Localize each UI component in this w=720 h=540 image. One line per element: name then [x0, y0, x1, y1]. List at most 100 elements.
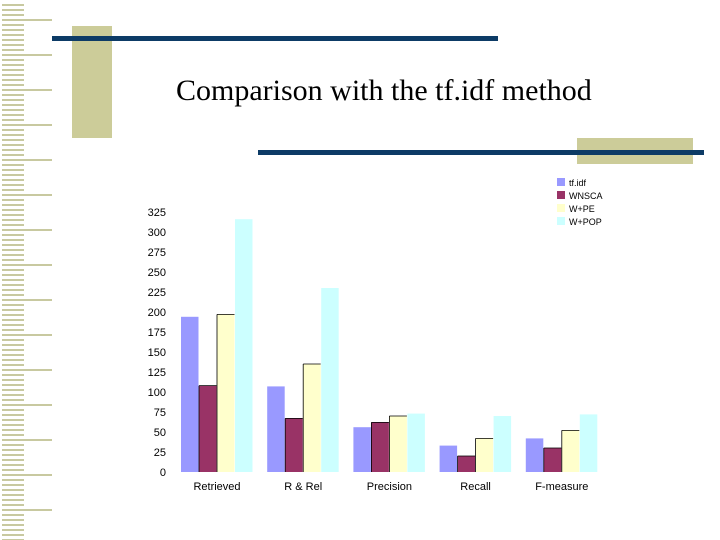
border-stripe: [2, 174, 24, 176]
border-stripe: [2, 444, 24, 446]
border-stripe: [2, 79, 24, 81]
bar: [579, 414, 598, 472]
border-stripe: [2, 429, 24, 431]
border-stripe: [2, 74, 24, 76]
border-stripe: [2, 414, 24, 416]
border-stripe: [2, 469, 24, 471]
border-stripe: [2, 354, 24, 356]
border-stripe: [2, 389, 24, 391]
border-stripe: [2, 214, 24, 216]
border-stripe: [2, 194, 52, 196]
border-stripe: [2, 269, 24, 271]
y-tick-label: 250: [148, 267, 166, 279]
border-stripe: [2, 329, 24, 331]
border-stripe: [2, 119, 24, 121]
border-stripe: [2, 474, 52, 476]
border-stripe: [2, 359, 24, 361]
border-stripe: [2, 324, 24, 326]
bar: [525, 438, 544, 472]
border-stripe: [2, 499, 24, 501]
border-stripe: [2, 364, 24, 366]
border-stripe: [2, 199, 24, 201]
bar: [389, 416, 407, 472]
bar-chart: 0 25 50 75 100 125 150 175 200 225 250 275 300 325 Ret…: [148, 178, 603, 493]
border-stripe: [2, 224, 24, 226]
y-tick-label: 100: [148, 387, 166, 399]
border-stripe: [2, 64, 24, 66]
border-stripe: [2, 4, 24, 6]
border-stripe: [2, 104, 24, 106]
border-stripe: [2, 59, 24, 61]
border-stripe: [2, 69, 24, 71]
border-stripe: [2, 409, 24, 411]
border-stripe: [2, 244, 24, 246]
border-stripe: [2, 504, 24, 506]
x-tick-label: R & Rel: [284, 481, 322, 493]
y-tick-label: 200: [148, 307, 166, 319]
border-stripe: [2, 339, 24, 341]
border-stripe: [2, 49, 24, 51]
bar: [181, 316, 199, 472]
border-stripe: [2, 164, 24, 166]
border-stripe: [2, 54, 52, 56]
border-stripe: [2, 9, 24, 11]
border-stripe: [2, 139, 24, 141]
bar: [235, 219, 253, 472]
y-tick-label: 125: [148, 367, 166, 379]
legend-swatch: [557, 204, 565, 212]
border-stripe: [2, 519, 24, 521]
border-stripe: [2, 304, 24, 306]
border-stripe: [2, 159, 52, 161]
border-stripe: [2, 274, 24, 276]
border-stripe: [2, 434, 24, 436]
border-stripe: [2, 489, 24, 491]
y-tick-label: 50: [154, 427, 166, 439]
border-stripe: [2, 259, 24, 261]
legend-swatch: [557, 191, 565, 199]
border-stripe: [2, 449, 24, 451]
border-stripe: [2, 19, 52, 21]
border-stripe: [2, 134, 24, 136]
border-stripe: [2, 314, 24, 316]
border-stripe: [2, 379, 24, 381]
bar: [217, 314, 235, 472]
border-stripe: [2, 344, 24, 346]
border-stripe: [2, 534, 24, 536]
top-rule-line: [52, 36, 498, 41]
border-stripe: [2, 349, 24, 351]
border-stripe: [2, 479, 24, 481]
border-stripe: [2, 254, 24, 256]
border-stripe: [2, 209, 24, 211]
border-stripe: [2, 424, 24, 426]
y-tick-label: 25: [154, 447, 166, 459]
border-stripe: [2, 44, 24, 46]
bar: [199, 385, 217, 472]
y-tick-label: 275: [148, 247, 166, 259]
border-stripe: [2, 249, 24, 251]
border-stripe: [2, 529, 24, 531]
border-stripe: [2, 24, 24, 26]
border-stripe: [2, 189, 24, 191]
border-stripe: [2, 114, 24, 116]
bar: [439, 445, 458, 472]
border-stripe: [2, 39, 24, 41]
y-tick-label: 0: [160, 467, 166, 479]
border-stripe: [2, 394, 24, 396]
border-stripe: [2, 384, 24, 386]
legend-label: WNSCA: [569, 191, 603, 201]
border-stripe: [2, 464, 24, 466]
bar: [353, 427, 371, 472]
legend-swatch: [557, 217, 565, 225]
border-stripe: [2, 509, 52, 511]
bar: [303, 364, 321, 472]
y-tick-label: 225: [148, 287, 166, 299]
bar: [457, 456, 476, 472]
bar: [371, 422, 389, 472]
border-stripe: [2, 94, 24, 96]
border-stripe: [2, 524, 24, 526]
bar: [407, 413, 425, 472]
border-stripe: [2, 124, 52, 126]
y-tick-label: 325: [148, 207, 166, 219]
mid-rule-line: [258, 150, 704, 155]
border-stripe: [2, 419, 24, 421]
